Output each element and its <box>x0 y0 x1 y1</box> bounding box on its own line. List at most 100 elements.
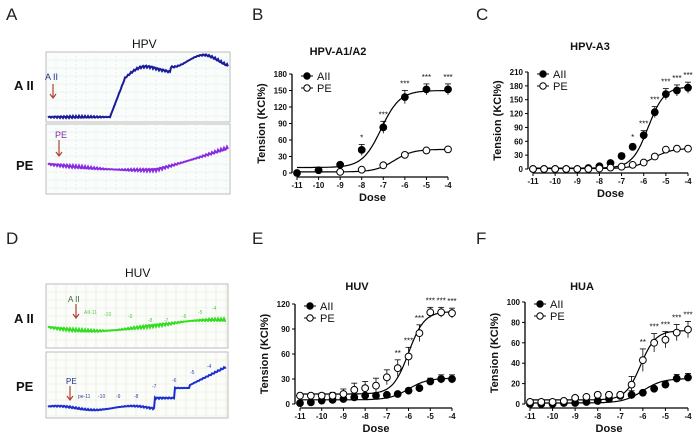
y-tick-label: 30 <box>278 153 287 162</box>
dose-mark: AII-11 <box>84 310 97 316</box>
data-point-pe <box>650 152 659 161</box>
y-tick-label: 90 <box>514 123 523 132</box>
data-point-pe <box>444 145 452 154</box>
data-point-pe <box>593 390 602 399</box>
x-axis-label: Dose <box>363 423 390 435</box>
data-point-aii <box>314 166 323 175</box>
data-point-pe <box>559 397 568 405</box>
fit-curve-aii <box>297 90 448 169</box>
y-tick-label: 90 <box>278 120 287 129</box>
data-point-aii <box>661 380 670 389</box>
chart-b: HPV-A1/A2 0 30 60 90 120 150 180 -11 -10 -9 -8 -7 -6 -… <box>256 46 453 204</box>
data-point-pe <box>357 165 366 174</box>
panel-label-f: F <box>476 229 486 248</box>
arrow-head-icon <box>66 395 74 401</box>
x-tick-label: -11 <box>524 412 536 421</box>
data-point-aii <box>672 374 681 383</box>
dose-mark: pe-11 <box>78 394 91 400</box>
dose-mark: -10 <box>98 394 105 400</box>
y-axis-label: Tension (KCl%) <box>492 80 504 161</box>
data-point-pe <box>361 384 370 393</box>
data-point-aii <box>296 399 304 408</box>
y-tick-label: 60 <box>278 136 287 145</box>
legend-marker-aii <box>539 70 547 78</box>
panel-d-title: HUV <box>125 266 150 280</box>
data-point-pe <box>661 335 670 344</box>
data-point-pe <box>617 162 626 171</box>
x-tick-label: -8 <box>594 412 602 421</box>
x-tick-label: -6 <box>639 412 647 421</box>
y-tick-label: 30 <box>514 151 523 160</box>
significance-marker: ** <box>640 338 646 347</box>
dose-mark: -9 <box>116 394 121 400</box>
data-point-pe <box>382 373 391 382</box>
x-tick-label: -9 <box>337 181 345 190</box>
data-point-pe <box>573 165 582 173</box>
significance-marker: *** <box>443 73 452 82</box>
x-tick-label: -7 <box>618 177 626 186</box>
significance-marker: *** <box>400 80 409 89</box>
panel-a-traces <box>45 51 231 195</box>
data-point-pe <box>684 144 692 153</box>
x-tick-label: -4 <box>684 412 692 421</box>
data-point-pe <box>437 308 446 317</box>
data-point-aii <box>650 384 659 393</box>
significance-marker: *** <box>683 71 692 80</box>
legend-marker-aii <box>303 72 311 80</box>
significance-marker: *** <box>436 296 445 305</box>
x-axis-label: Dose <box>359 192 386 204</box>
y-tick-label: 100 <box>507 298 521 307</box>
significance-marker: *** <box>639 120 648 129</box>
panel-d-traces: AII-11 -10 -9 -8 -7 -6 -5 -4 pe-11 -10 -9 -8 -7 -6 -5 -… <box>45 283 229 419</box>
data-point-pe <box>415 329 424 338</box>
data-point-pe <box>426 308 435 317</box>
x-tick-label: -10 <box>547 412 559 421</box>
y-tick-label: 60 <box>281 350 290 359</box>
data-point-pe <box>400 150 409 159</box>
legend-label: AII <box>553 69 566 81</box>
panel-a-row-label-aii: A II <box>14 78 34 93</box>
data-point-pe <box>372 381 380 390</box>
data-point-pe <box>628 160 637 169</box>
data-point-aii <box>638 388 647 397</box>
x-tick-label: -11 <box>291 181 303 190</box>
data-point-aii <box>639 131 648 140</box>
trace-frame <box>45 51 231 123</box>
data-point-pe <box>393 364 402 373</box>
significance-marker: * <box>360 133 363 142</box>
data-point-pe <box>306 391 315 400</box>
legend-label: PE <box>320 313 335 325</box>
data-point-pe <box>661 145 670 154</box>
data-point-pe <box>422 146 431 155</box>
x-tick-label: -6 <box>405 412 413 421</box>
data-point-aii <box>426 377 435 386</box>
x-tick-label: -4 <box>448 412 456 421</box>
legend-label: PE <box>550 311 565 323</box>
y-tick-label: 0 <box>516 400 521 409</box>
data-point-pe <box>584 165 593 173</box>
y-tick-label: 180 <box>510 82 524 91</box>
panel-label-d: D <box>6 229 18 248</box>
data-point-aii <box>684 373 692 382</box>
data-point-pe <box>448 309 456 318</box>
data-point-pe <box>684 325 692 334</box>
data-point-aii <box>400 93 409 101</box>
x-tick-label: -4 <box>444 181 452 190</box>
x-tick-label: -5 <box>427 412 435 421</box>
chart-title: HUA <box>570 281 594 293</box>
x-tick-label: -9 <box>574 177 582 186</box>
data-point-pe <box>639 158 648 167</box>
data-point-pe <box>571 393 580 402</box>
aii-trace <box>47 53 229 120</box>
legend-label: PE <box>553 81 568 93</box>
dose-mark: -4 <box>207 364 212 370</box>
arrow-head-icon <box>55 151 63 157</box>
data-point-pe <box>404 352 413 361</box>
significance-marker: ** <box>395 349 401 358</box>
data-point-pe <box>317 391 326 400</box>
panel-d-row-label-pe: PE <box>16 379 34 394</box>
panel-label-b: B <box>252 5 263 24</box>
significance-marker: *** <box>426 296 435 305</box>
y-tick-label: 0 <box>283 169 288 178</box>
data-point-aii <box>650 108 659 117</box>
